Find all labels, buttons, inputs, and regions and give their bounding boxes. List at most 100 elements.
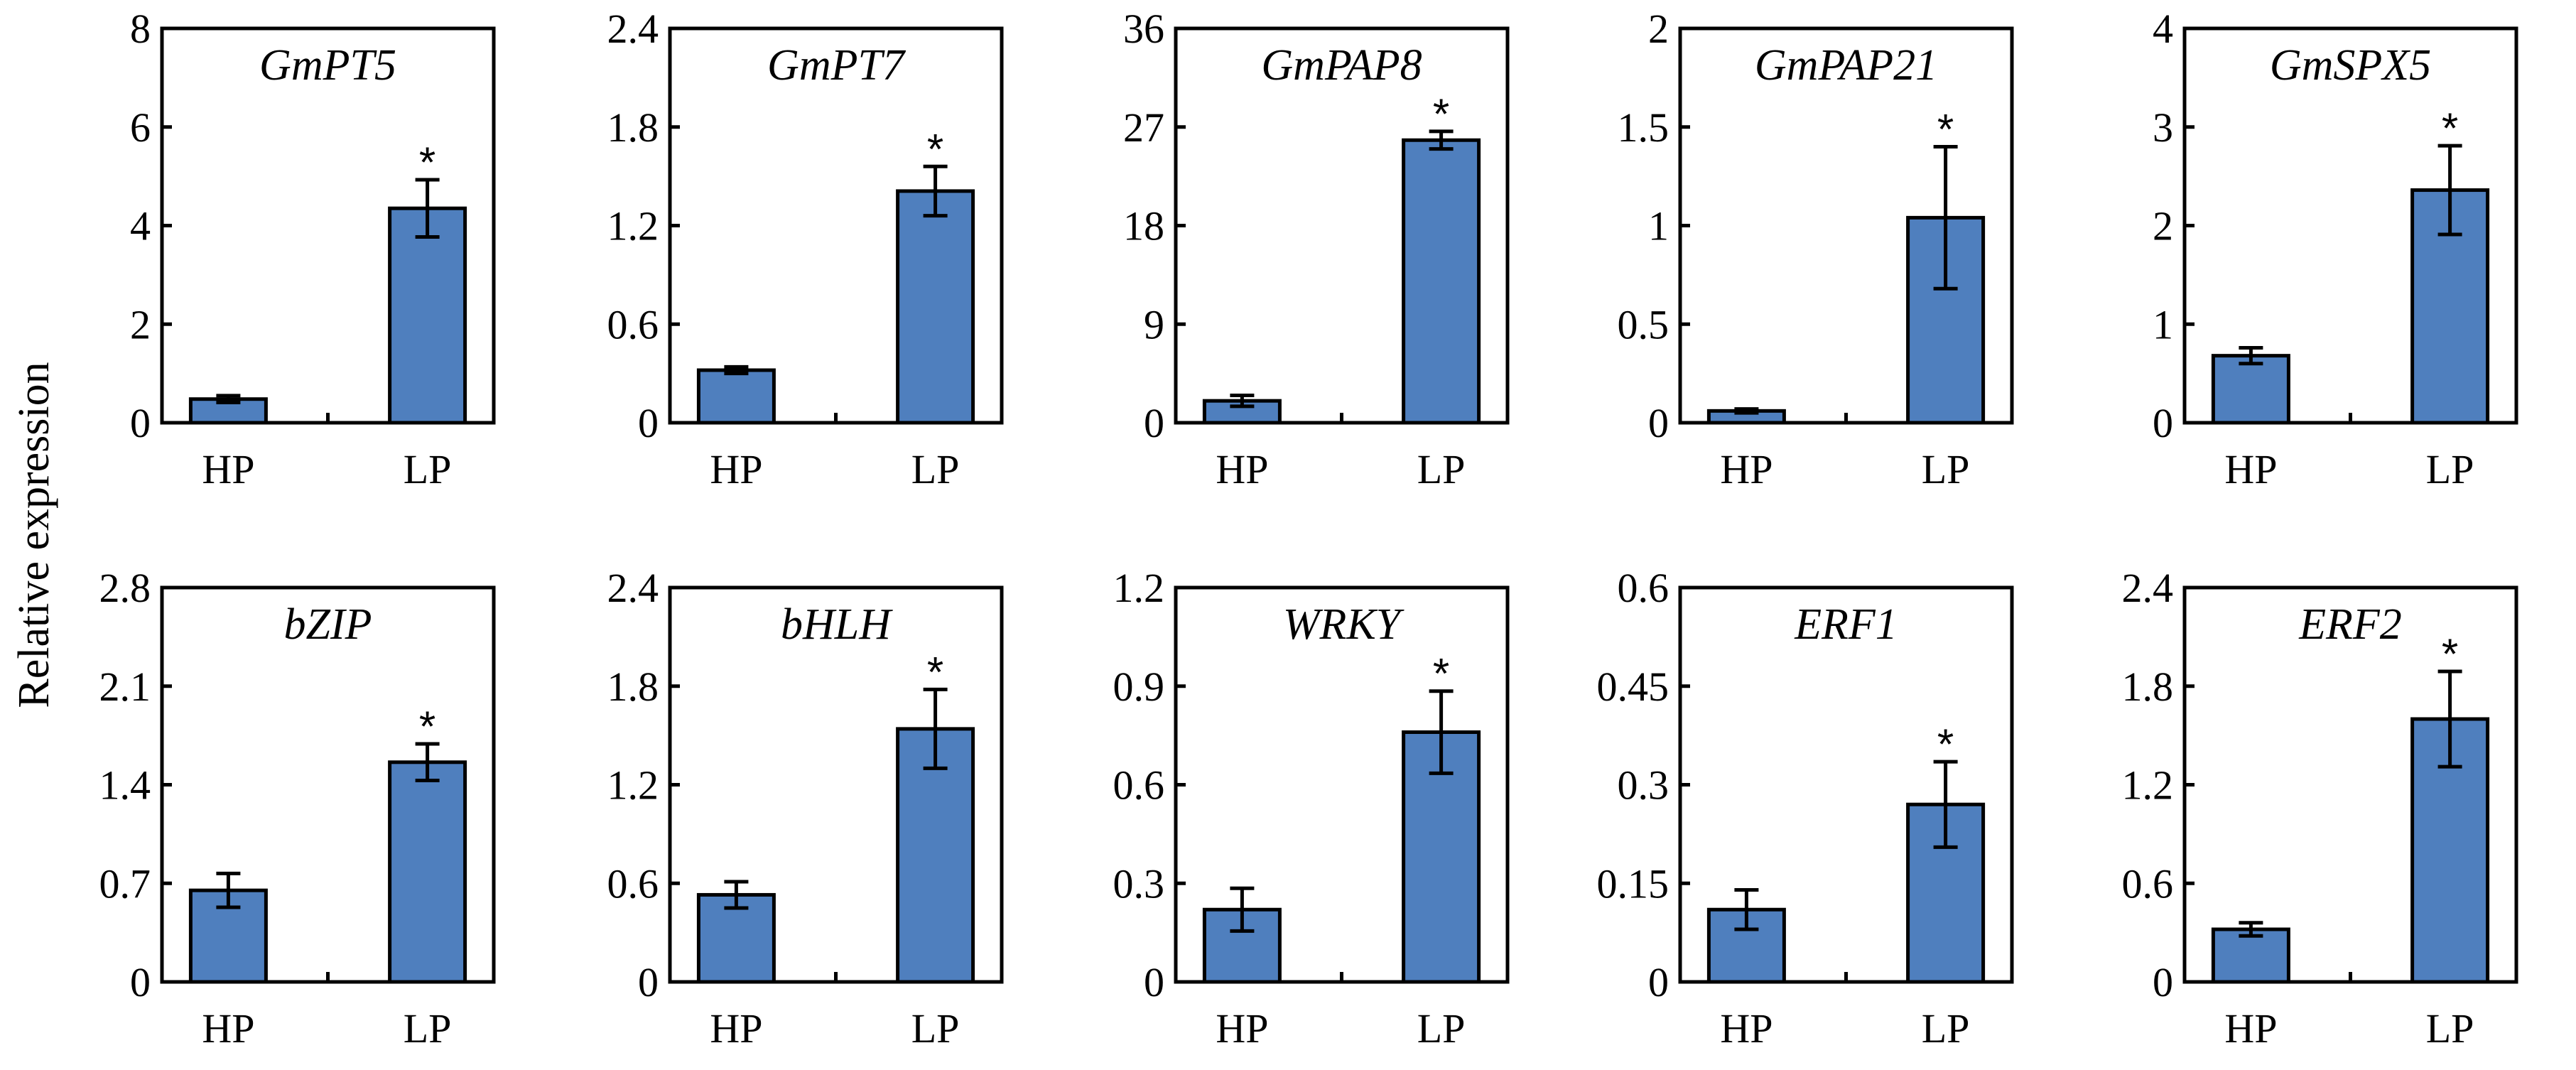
panel-title: GmPT5 bbox=[259, 41, 396, 90]
x-category-label: HP bbox=[2224, 446, 2277, 492]
y-tick-label: 3 bbox=[2153, 104, 2173, 151]
y-tick-label: 2.4 bbox=[607, 6, 659, 52]
y-tick-label: 2.1 bbox=[99, 664, 151, 710]
y-tick-label: 1.8 bbox=[2122, 664, 2174, 710]
bar-lp bbox=[388, 760, 467, 984]
y-tick-label: 36 bbox=[1123, 6, 1164, 52]
panel-title: GmPAP8 bbox=[1261, 41, 1422, 90]
panel-title: GmSPX5 bbox=[2270, 41, 2431, 90]
panel-title: bHLH bbox=[781, 600, 893, 649]
y-tick-label: 0.6 bbox=[607, 301, 659, 347]
y-tick-label: 0.7 bbox=[99, 860, 151, 907]
panel-title: ERF2 bbox=[2298, 600, 2402, 649]
significance-marker: * bbox=[1433, 650, 1449, 698]
y-axis-label: Relative expression bbox=[10, 362, 58, 708]
bar-lp bbox=[388, 206, 467, 425]
chart-panel-bzip: 0 0.7 1.4 2.1 2.8 bZIP HP * LP bbox=[99, 565, 496, 1052]
y-tick-label: 0.3 bbox=[1113, 860, 1165, 907]
chart-panel-gmpap21: 0 0.5 1 1.5 2 GmPAP21 HP * LP bbox=[1618, 6, 2014, 492]
y-tick-label: 0 bbox=[1144, 959, 1164, 1005]
x-category-label: HP bbox=[202, 1005, 254, 1052]
x-category-label: HP bbox=[1216, 446, 1268, 492]
chart-panel-erf2: 0 0.6 1.2 1.8 2.4 ERF2 HP * LP bbox=[2122, 565, 2518, 1052]
y-tick-label: 0 bbox=[638, 400, 659, 446]
bar-hp bbox=[696, 368, 776, 425]
x-category-label: LP bbox=[404, 1005, 452, 1052]
y-tick-label: 1.2 bbox=[607, 762, 659, 809]
x-category-label: LP bbox=[1922, 1005, 1970, 1052]
x-category-label: HP bbox=[1216, 1005, 1268, 1052]
x-category-label: HP bbox=[710, 1005, 762, 1052]
y-tick-label: 1.2 bbox=[607, 203, 659, 249]
y-tick-label: 0 bbox=[1648, 959, 1669, 1005]
significance-marker: * bbox=[1937, 106, 1954, 153]
chart-panel-erf1: 0 0.15 0.3 0.45 0.6 ERF1 HP * LP bbox=[1597, 565, 2014, 1052]
significance-marker: * bbox=[2442, 104, 2458, 152]
y-tick-label: 8 bbox=[130, 6, 151, 52]
y-tick-label: 2.8 bbox=[99, 565, 151, 611]
bar-hp bbox=[2211, 354, 2290, 425]
y-tick-label: 1.8 bbox=[607, 664, 659, 710]
y-tick-label: 1 bbox=[2153, 301, 2173, 347]
chart-panel-gmspx5: 0 1 2 3 4 GmSPX5 HP * LP bbox=[2153, 6, 2518, 492]
x-category-label: LP bbox=[911, 446, 960, 492]
x-category-label: HP bbox=[202, 446, 254, 492]
y-tick-label: 2.4 bbox=[2122, 565, 2174, 611]
y-tick-label: 0.3 bbox=[1618, 762, 1669, 809]
y-tick-label: 2 bbox=[130, 301, 151, 347]
x-category-label: HP bbox=[2224, 1005, 2277, 1052]
bar-lp bbox=[896, 189, 975, 425]
y-tick-label: 0 bbox=[2153, 959, 2173, 1005]
chart-panel-gmpt5: 0 2 4 6 8 GmPT5 HP * LP bbox=[130, 6, 496, 492]
y-tick-label: 2 bbox=[1648, 6, 1669, 52]
x-category-label: HP bbox=[1720, 446, 1773, 492]
significance-marker: * bbox=[927, 648, 943, 696]
chart-panel-bhlh: 0 0.6 1.2 1.8 2.4 bHLH HP * LP bbox=[607, 565, 1004, 1052]
y-tick-label: 0 bbox=[638, 959, 659, 1005]
x-category-label: LP bbox=[2426, 1005, 2474, 1052]
y-tick-label: 0.15 bbox=[1597, 860, 1669, 907]
x-category-label: LP bbox=[2426, 446, 2474, 492]
x-category-label: LP bbox=[911, 1005, 960, 1052]
y-tick-label: 1.4 bbox=[99, 762, 151, 809]
y-tick-label: 1.8 bbox=[607, 104, 659, 151]
significance-marker: * bbox=[927, 125, 943, 173]
significance-marker: * bbox=[1433, 90, 1449, 138]
y-tick-label: 0 bbox=[130, 400, 151, 446]
chart-panel-gmpap8: 0 9 18 27 36 GmPAP8 HP * LP bbox=[1123, 6, 1510, 492]
significance-marker: * bbox=[419, 703, 435, 750]
y-tick-label: 2.4 bbox=[607, 565, 659, 611]
panels: 0 2 4 6 8 GmPT5 HP * LP 0 0.6 1.2 1.8 2.4 GmPT7 HP * LP 0 9… bbox=[99, 6, 2518, 1052]
panel-title: ERF1 bbox=[1794, 600, 1898, 649]
panel-title: GmPAP21 bbox=[1755, 41, 1937, 90]
significance-marker: * bbox=[419, 139, 435, 186]
y-tick-label: 1 bbox=[1648, 203, 1669, 249]
y-tick-label: 0.6 bbox=[2122, 860, 2174, 907]
x-category-label: HP bbox=[710, 446, 762, 492]
chart-panel-wrky: 0 0.3 0.6 0.9 1.2 WRKY HP * LP bbox=[1113, 565, 1510, 1052]
y-tick-label: 0.9 bbox=[1113, 664, 1165, 710]
panel-title: GmPT7 bbox=[767, 41, 907, 90]
y-tick-label: 27 bbox=[1123, 104, 1164, 151]
significance-marker: * bbox=[1937, 720, 1954, 768]
y-tick-label: 0.5 bbox=[1618, 301, 1669, 347]
y-tick-label: 0.6 bbox=[1113, 762, 1165, 809]
y-tick-label: 2 bbox=[2153, 203, 2173, 249]
y-tick-label: 0.45 bbox=[1597, 664, 1669, 710]
x-category-label: LP bbox=[404, 446, 452, 492]
panel-title: WRKY bbox=[1283, 600, 1405, 649]
y-tick-label: 1.5 bbox=[1618, 104, 1669, 151]
bar-lp bbox=[1402, 138, 1481, 425]
panel-title: bZIP bbox=[284, 600, 372, 649]
x-category-label: HP bbox=[1720, 1005, 1773, 1052]
x-category-label: LP bbox=[1417, 446, 1466, 492]
y-tick-label: 0 bbox=[130, 959, 151, 1005]
x-category-label: LP bbox=[1922, 446, 1970, 492]
chart-panel-gmpt7: 0 0.6 1.2 1.8 2.4 GmPT7 HP * LP bbox=[607, 6, 1004, 492]
y-tick-label: 1.2 bbox=[1113, 565, 1165, 611]
y-tick-label: 0 bbox=[1648, 400, 1669, 446]
y-tick-label: 0.6 bbox=[607, 860, 659, 907]
y-tick-label: 0 bbox=[1144, 400, 1164, 446]
y-tick-label: 6 bbox=[130, 104, 151, 151]
